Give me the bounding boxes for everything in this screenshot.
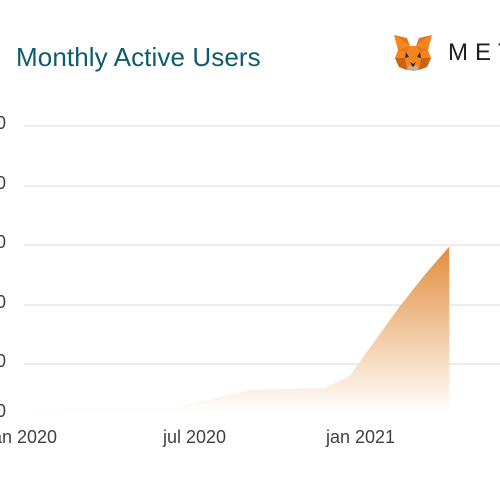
chart-title: Monthly Active Users [16,42,261,72]
y-tick-label: 0 [0,351,7,371]
x-tick-label: jan 2020 [0,427,58,447]
area-series-fill [26,246,450,413]
brand-logo: MET [392,34,500,72]
y-tick-label: 0 [0,401,7,421]
x-tick-label: jan 2021 [326,427,396,447]
y-tick-label: 0 [0,232,7,252]
y-tick-label: 0 [0,173,7,193]
fox-icon [394,35,432,71]
area-series [26,246,450,413]
x-tick-label: jul 2020 [163,427,227,447]
y-tick-label: 0 [0,113,7,133]
y-tick-label: 0 [0,292,7,312]
brand-text: MET [448,39,500,66]
